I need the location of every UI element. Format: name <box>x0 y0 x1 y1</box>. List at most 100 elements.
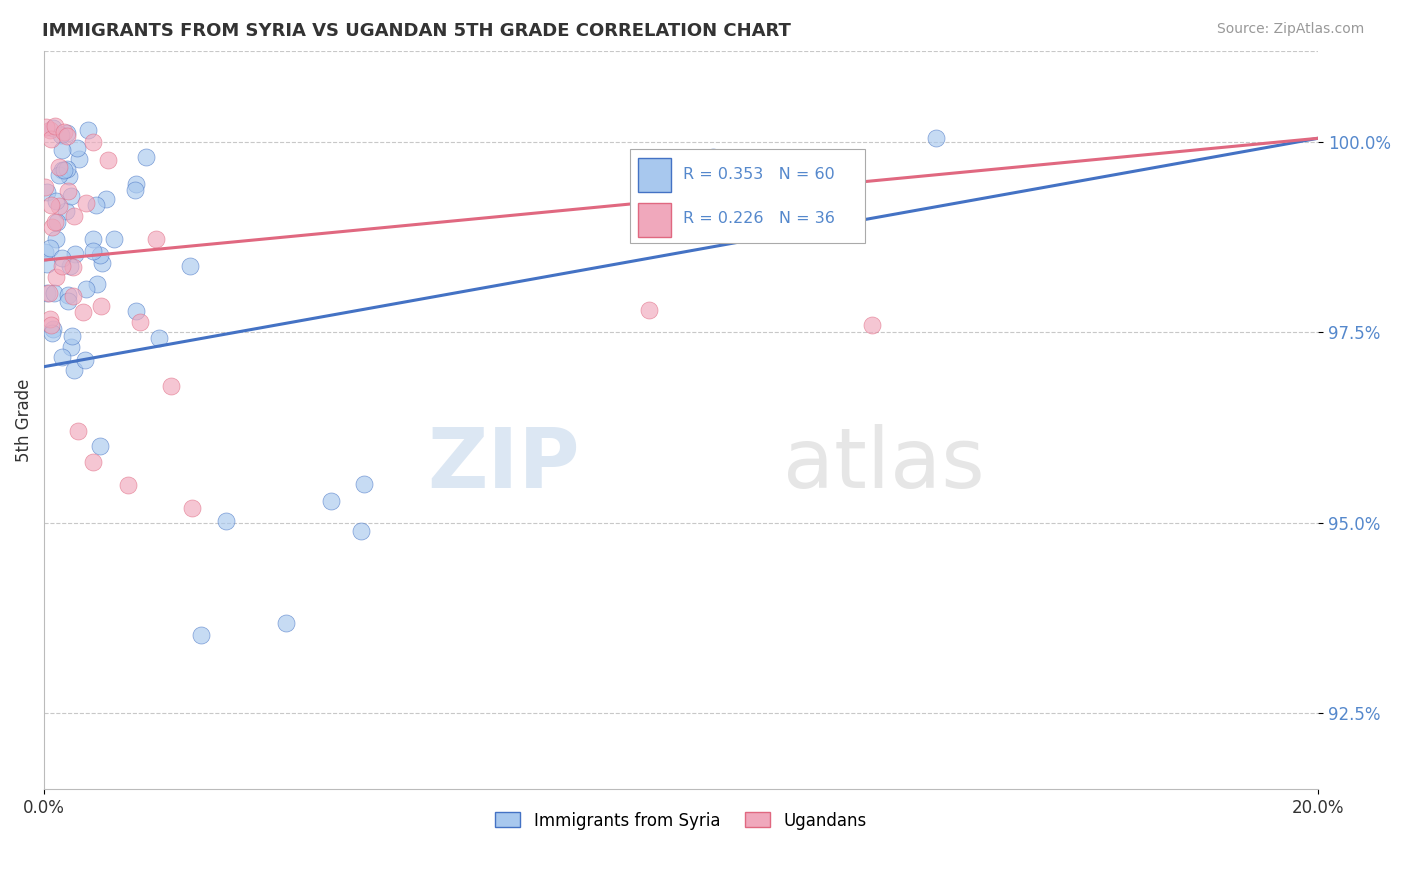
Point <box>38 285 60 300</box>
Point <box>117 477 139 491</box>
Point <box>42 285 65 300</box>
Point <box>67 425 90 439</box>
Point <box>319 494 342 508</box>
Point <box>129 316 152 330</box>
Point <box>96 192 118 206</box>
Point <box>34 244 56 259</box>
Point <box>62 260 84 275</box>
Point <box>63 209 86 223</box>
Text: R = 0.226   N = 36: R = 0.226 N = 36 <box>683 211 835 226</box>
Point <box>72 304 94 318</box>
Point <box>56 126 79 140</box>
Point <box>38 123 60 137</box>
Point <box>125 177 148 191</box>
Point <box>59 188 82 202</box>
Point <box>89 248 111 262</box>
Point <box>48 160 70 174</box>
Point <box>41 326 63 341</box>
Point <box>84 198 107 212</box>
Point <box>63 247 86 261</box>
Point <box>51 259 73 273</box>
Point <box>702 150 724 164</box>
Point <box>160 378 183 392</box>
Point <box>62 363 84 377</box>
Point <box>73 353 96 368</box>
Point <box>38 241 60 255</box>
Legend: Immigrants from Syria, Ugandans: Immigrants from Syria, Ugandans <box>489 805 873 837</box>
Text: IMMIGRANTS FROM SYRIA VS UGANDAN 5TH GRADE CORRELATION CHART: IMMIGRANTS FROM SYRIA VS UGANDAN 5TH GRA… <box>42 22 792 40</box>
Point <box>46 214 69 228</box>
Point <box>75 282 97 296</box>
Point <box>89 439 111 453</box>
Point <box>82 232 104 246</box>
Point <box>135 150 157 164</box>
Point <box>59 259 82 273</box>
FancyBboxPatch shape <box>637 158 671 192</box>
Point <box>76 123 98 137</box>
Point <box>37 257 59 271</box>
Point <box>51 251 73 265</box>
Point <box>51 163 73 178</box>
Point <box>638 302 661 317</box>
Point <box>103 232 125 246</box>
Point <box>39 198 62 212</box>
Point <box>58 169 80 183</box>
Point <box>62 329 84 343</box>
Point <box>44 214 66 228</box>
Point <box>45 194 67 208</box>
Point <box>56 184 79 198</box>
Point <box>51 350 73 364</box>
Point <box>56 293 79 308</box>
Point <box>145 231 167 245</box>
Point <box>860 318 883 332</box>
Point <box>51 144 73 158</box>
Point <box>190 628 212 642</box>
Point <box>56 128 79 143</box>
Point <box>39 131 62 145</box>
Point <box>45 270 67 285</box>
Point <box>90 299 112 313</box>
Point <box>125 304 148 318</box>
Point <box>35 120 58 134</box>
Point <box>39 318 62 332</box>
Point <box>49 128 72 142</box>
Point <box>86 277 108 292</box>
Point <box>42 121 65 136</box>
Point <box>34 179 56 194</box>
Point <box>55 204 77 219</box>
Text: Source: ZipAtlas.com: Source: ZipAtlas.com <box>1216 22 1364 37</box>
Point <box>75 195 97 210</box>
Point <box>353 477 375 491</box>
Point <box>124 183 146 197</box>
Text: atlas: atlas <box>783 424 984 505</box>
FancyBboxPatch shape <box>630 149 865 244</box>
Point <box>65 140 87 154</box>
Point <box>56 162 79 177</box>
Point <box>215 514 238 528</box>
Text: R = 0.353   N = 60: R = 0.353 N = 60 <box>683 167 835 182</box>
Point <box>179 259 201 273</box>
FancyBboxPatch shape <box>637 203 671 236</box>
Point <box>41 219 63 234</box>
Point <box>59 340 82 354</box>
Point <box>82 135 104 149</box>
Point <box>91 256 114 270</box>
Point <box>44 119 66 133</box>
Point <box>45 232 67 246</box>
Point <box>925 131 948 145</box>
Point <box>67 152 90 166</box>
Point <box>148 330 170 344</box>
Point <box>35 285 58 300</box>
Point <box>82 455 104 469</box>
Point <box>58 288 80 302</box>
Point <box>350 524 373 539</box>
Point <box>35 185 58 199</box>
Point <box>48 168 70 182</box>
Point <box>97 153 120 167</box>
Point <box>38 311 60 326</box>
Point <box>62 289 84 303</box>
Point <box>82 244 104 258</box>
Point <box>48 199 70 213</box>
Point <box>181 500 204 515</box>
Point <box>52 125 75 139</box>
